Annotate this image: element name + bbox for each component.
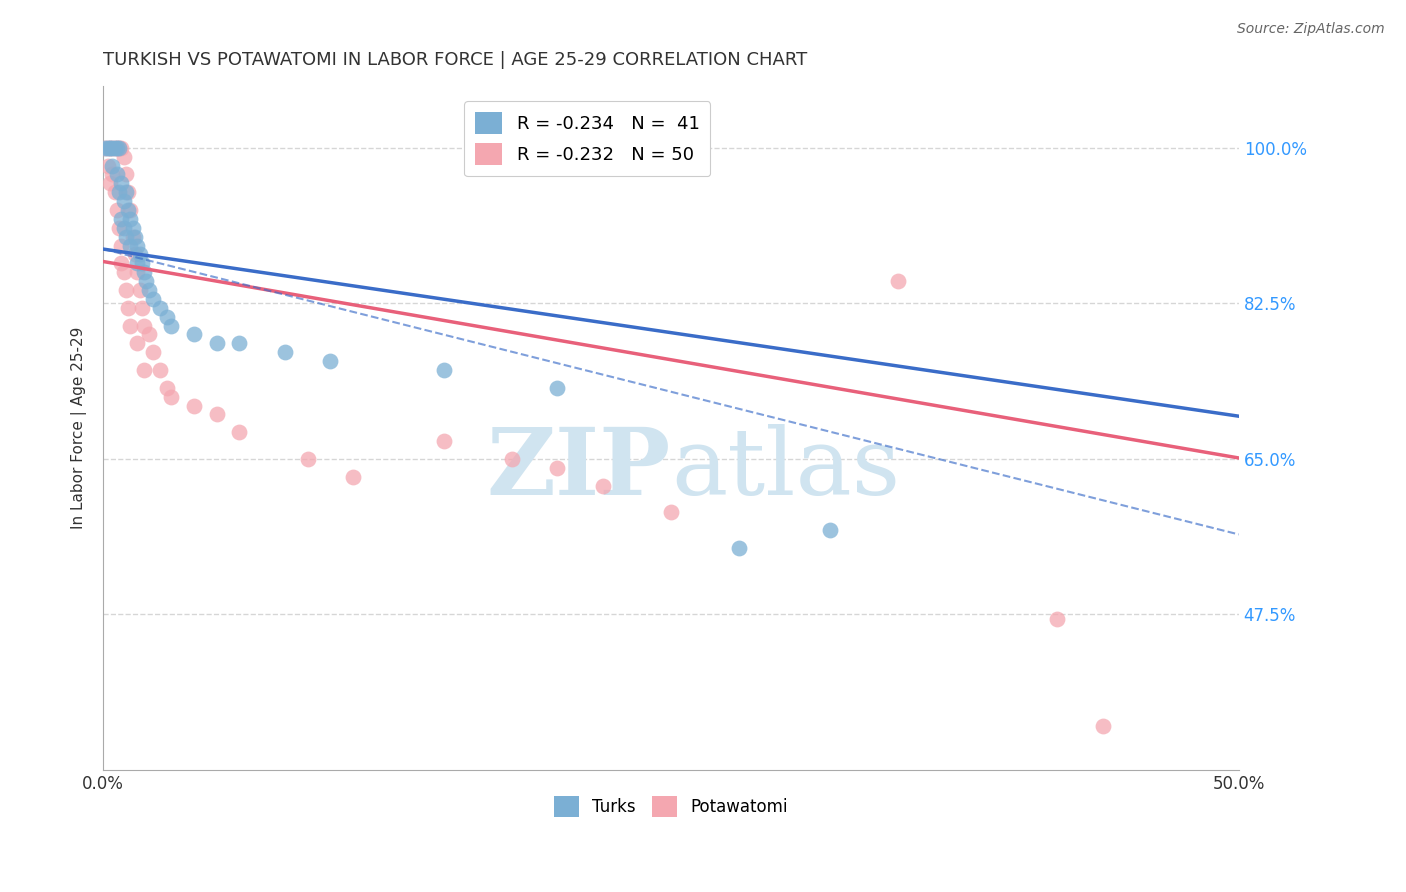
Point (117, 301, 139, 315)
Point (110, 238, 132, 252)
Point (342, 469, 364, 483)
Point (149, 301, 172, 315)
Point (108, 141, 131, 155)
Point (101, 168, 124, 182)
Point (98, 176, 121, 190)
Point (105, 141, 128, 155)
Point (297, 451, 319, 466)
Point (103, 141, 125, 155)
Point (110, 211, 132, 226)
Point (98, 141, 121, 155)
Point (228, 425, 250, 440)
Point (120, 211, 142, 226)
Point (156, 310, 179, 324)
Point (110, 256, 132, 270)
Point (124, 229, 146, 244)
Point (183, 327, 205, 342)
Text: ZIP: ZIP (486, 424, 671, 514)
Point (132, 265, 155, 279)
Point (131, 301, 153, 315)
Point (546, 460, 568, 475)
Point (149, 363, 172, 377)
Point (112, 150, 135, 164)
Point (112, 265, 135, 279)
Point (433, 434, 456, 448)
Point (101, 159, 124, 173)
Point (592, 478, 614, 492)
Point (128, 247, 150, 261)
Point (110, 141, 132, 155)
Point (1046, 612, 1069, 626)
Text: atlas: atlas (671, 424, 900, 514)
Point (138, 283, 160, 297)
Point (115, 229, 138, 244)
Text: Source: ZipAtlas.com: Source: ZipAtlas.com (1237, 22, 1385, 37)
Point (127, 256, 149, 270)
Point (120, 318, 142, 333)
Point (142, 345, 165, 359)
Point (103, 185, 125, 199)
Point (127, 265, 149, 279)
Point (108, 185, 131, 199)
Point (205, 336, 228, 351)
Point (110, 176, 132, 190)
Point (121, 220, 143, 235)
Point (115, 283, 138, 297)
Point (94, 141, 117, 155)
Point (132, 363, 155, 377)
Point (228, 336, 250, 351)
Point (546, 381, 568, 395)
Point (135, 274, 157, 288)
Point (501, 451, 523, 466)
Point (121, 229, 143, 244)
Point (120, 202, 142, 217)
Point (105, 141, 128, 155)
Point (112, 220, 135, 235)
Point (887, 274, 910, 288)
Point (98, 141, 121, 155)
Point (108, 220, 131, 235)
Y-axis label: In Labor Force | Age 25-29: In Labor Force | Age 25-29 (72, 326, 87, 529)
Point (105, 168, 128, 182)
Point (117, 185, 139, 199)
Point (131, 256, 153, 270)
Legend: Turks, Potawatomi: Turks, Potawatomi (547, 789, 794, 823)
Point (120, 238, 142, 252)
Point (108, 141, 131, 155)
Point (433, 363, 456, 377)
Point (112, 194, 135, 208)
Point (101, 141, 124, 155)
Point (117, 202, 139, 217)
Point (132, 318, 155, 333)
Point (127, 238, 149, 252)
Point (101, 141, 124, 155)
Point (319, 354, 342, 368)
Point (728, 541, 751, 555)
Point (124, 247, 146, 261)
Point (183, 399, 205, 413)
Point (1091, 718, 1114, 732)
Point (138, 327, 160, 342)
Point (142, 292, 165, 306)
Point (659, 505, 682, 519)
Point (128, 283, 150, 297)
Point (818, 523, 841, 537)
Point (156, 381, 179, 395)
Point (160, 390, 183, 404)
Point (127, 336, 149, 351)
Point (115, 168, 138, 182)
Point (103, 141, 125, 155)
Point (97, 159, 120, 173)
Point (160, 318, 183, 333)
Point (105, 202, 128, 217)
Point (205, 408, 228, 422)
Text: TURKISH VS POTAWATOMI IN LABOR FORCE | AGE 25-29 CORRELATION CHART: TURKISH VS POTAWATOMI IN LABOR FORCE | A… (103, 51, 807, 69)
Point (97, 141, 120, 155)
Point (97, 141, 120, 155)
Point (115, 185, 138, 199)
Point (274, 345, 297, 359)
Point (94, 141, 117, 155)
